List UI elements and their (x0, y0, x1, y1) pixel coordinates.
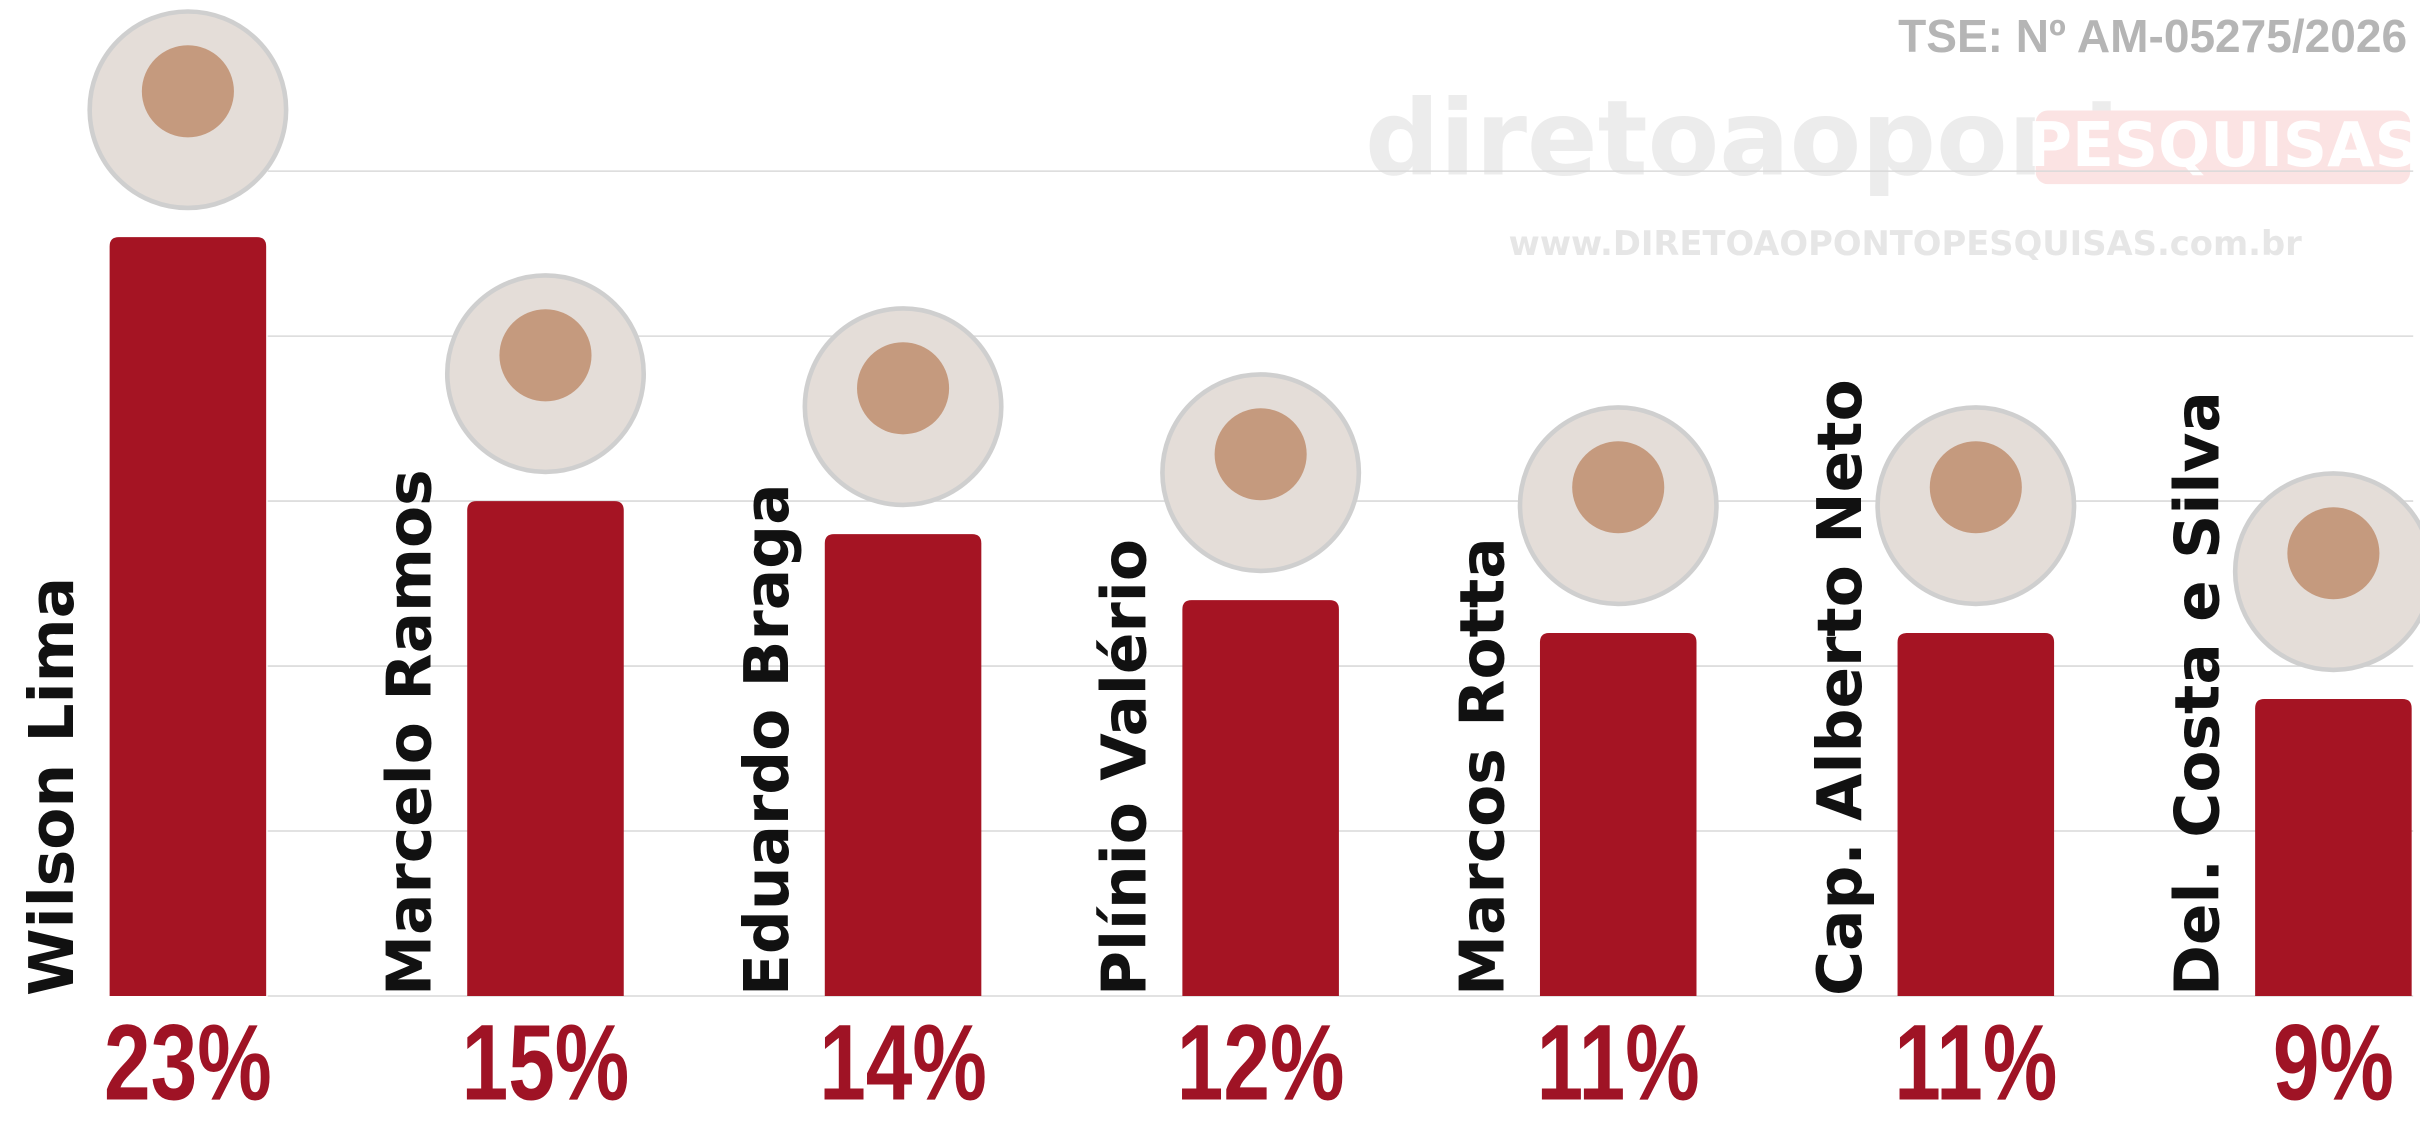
bar (467, 501, 624, 997)
value-label: 11% (1537, 1004, 1700, 1123)
value-label: 11% (1894, 1004, 2057, 1123)
bar (824, 534, 982, 997)
candidate-photo-head (857, 342, 950, 435)
bar (1539, 633, 1697, 997)
source: TSE: Nº AM-05275/2026 (1898, 10, 2407, 62)
bar (1182, 600, 1339, 997)
watermark-url: www.DIRETOAOPONTOPESQUISAS.com.br (1509, 224, 2302, 263)
value-label: 12% (1177, 1004, 1345, 1123)
value-label: 14% (819, 1004, 987, 1123)
bar (2255, 699, 2412, 997)
category-label: Plínio Valério (1090, 539, 1161, 996)
candidate-photo-head (1929, 441, 2022, 534)
category-label: Wilson Lima (17, 577, 88, 996)
watermark-badge (2035, 110, 2411, 185)
candidate-photo-head (2287, 507, 2380, 600)
category-label: Del. Costa e Silva (2162, 391, 2233, 996)
category-label: Marcos Rotta (1447, 537, 1518, 996)
category-label: Marcelo Ramos (375, 469, 446, 996)
value-label: 15% (462, 1004, 630, 1123)
category-label: Eduardo Braga (732, 483, 803, 996)
candidate-photo-head (1214, 408, 1307, 501)
candidate-photo-head (141, 45, 234, 138)
candidate-photo-head (1572, 441, 1665, 534)
value-label: 23% (104, 1004, 272, 1123)
candidate-photo-head (499, 309, 592, 402)
category-label: Cap. Alberto Neto (1805, 379, 1876, 996)
bar (1897, 633, 2055, 997)
value-label: 9% (2273, 1004, 2394, 1123)
watermark-badge-text: PESQUISAS (2027, 110, 2419, 181)
bar (109, 237, 267, 997)
